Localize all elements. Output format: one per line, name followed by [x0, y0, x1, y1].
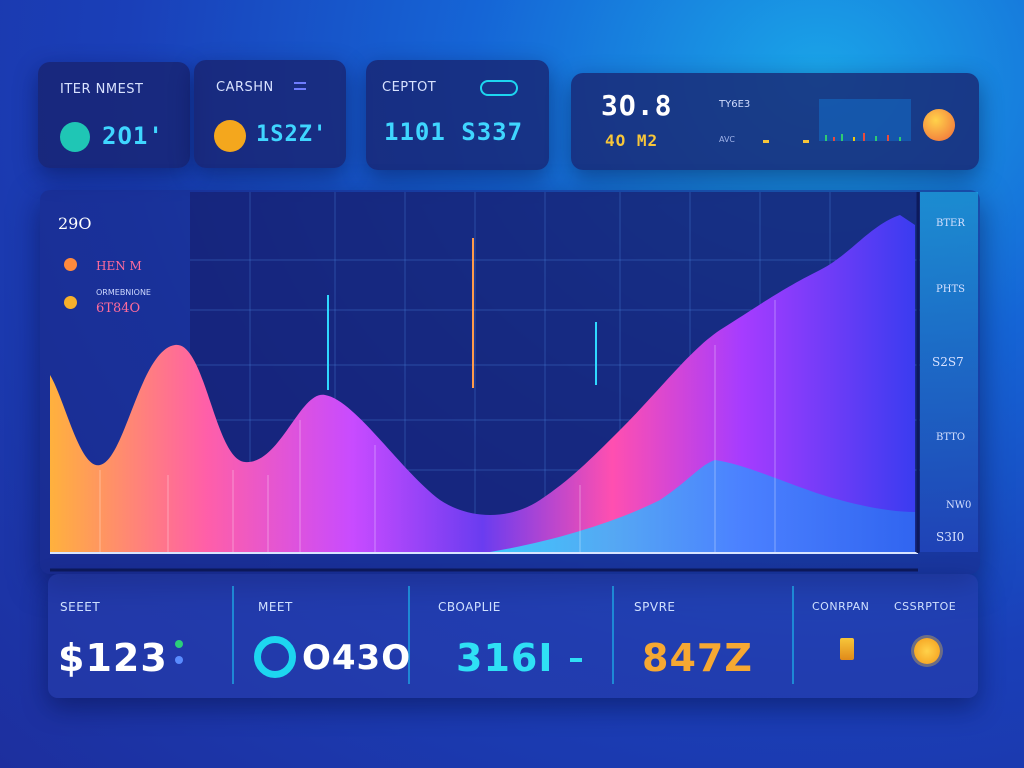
- area-series-main: [50, 215, 915, 552]
- stat-title: MEET: [258, 600, 293, 614]
- stats-divider: [612, 586, 614, 684]
- stat-title: SEEET: [60, 600, 101, 614]
- metric-card-title: CARSHN: [216, 80, 274, 95]
- right-axis-label: S2S7: [932, 355, 964, 369]
- area-series-secondary: [490, 460, 915, 552]
- status-dot-icon: [60, 122, 90, 152]
- metric-card-3[interactable]: CEPTOT 1101 S337: [366, 60, 549, 170]
- metric-card-1[interactable]: ITER NMEST 2O1': [38, 62, 190, 168]
- legend-label: HEN M: [96, 259, 142, 273]
- stat-value: 316I: [456, 636, 554, 680]
- bottom-stats-bar: [48, 574, 978, 698]
- status-dot-icon: [214, 120, 246, 152]
- legend-sublabel: ORMEBNIONE: [96, 288, 151, 297]
- status-dot-icon: [175, 656, 183, 664]
- metric-card-title: ITER NMEST: [60, 82, 144, 97]
- right-axis-panel: [920, 192, 978, 552]
- stat-value: $123: [58, 636, 168, 680]
- status-dot-icon: [175, 640, 183, 648]
- summary-label: TY6E3: [719, 99, 751, 110]
- stats-divider: [232, 586, 234, 684]
- right-axis-label: BTER: [936, 218, 965, 229]
- summary-side-label: AVC: [719, 135, 736, 144]
- metric-value: 1S2Z': [256, 122, 328, 147]
- right-axis-label: S3I0: [936, 530, 965, 544]
- stat-title: CSSRPTOE: [894, 600, 957, 613]
- chart-corner-value: 29O: [58, 214, 92, 233]
- summary-primary-value: 3O.8: [601, 89, 673, 122]
- stat-title: CBOAPLIE: [438, 600, 501, 614]
- stats-divider: [408, 586, 410, 684]
- right-axis-label: BTTO: [936, 432, 966, 443]
- legend-dot-icon: [64, 296, 77, 309]
- legend-label: 6T84O: [96, 301, 141, 316]
- right-axis-label: PHTS: [936, 284, 965, 295]
- metric-value: 2O1': [102, 122, 164, 150]
- metric-value: 1101 S337: [384, 118, 524, 146]
- stat-title: CONRPAN: [812, 600, 870, 613]
- stats-divider: [792, 586, 794, 684]
- mini-tick-icon: [763, 140, 809, 143]
- right-axis-label: NW0: [946, 500, 972, 511]
- battery-icon: [840, 638, 854, 660]
- area-chart: [50, 192, 920, 572]
- stat-value: 847Z: [642, 636, 753, 680]
- cloud-icon: [480, 80, 518, 96]
- stat-title: SPVRE: [634, 600, 676, 614]
- stat-value: O43O: [302, 638, 412, 678]
- metric-card-title: CEPTOT: [382, 80, 437, 95]
- ring-icon: [254, 636, 296, 678]
- mini-bar-chart: [819, 99, 911, 141]
- list-icon: [294, 82, 306, 90]
- guide-lines: [99, 300, 776, 552]
- summary-secondary-value: 4O M2: [605, 131, 659, 150]
- metric-card-2[interactable]: CARSHN 1S2Z': [194, 60, 346, 168]
- sun-icon: [914, 638, 940, 664]
- summary-card[interactable]: 3O.8 4O M2 TY6E3 AVC: [571, 73, 979, 170]
- legend-dot-icon: [64, 258, 77, 271]
- trend-icon: [570, 658, 582, 662]
- orb-icon: [923, 109, 955, 141]
